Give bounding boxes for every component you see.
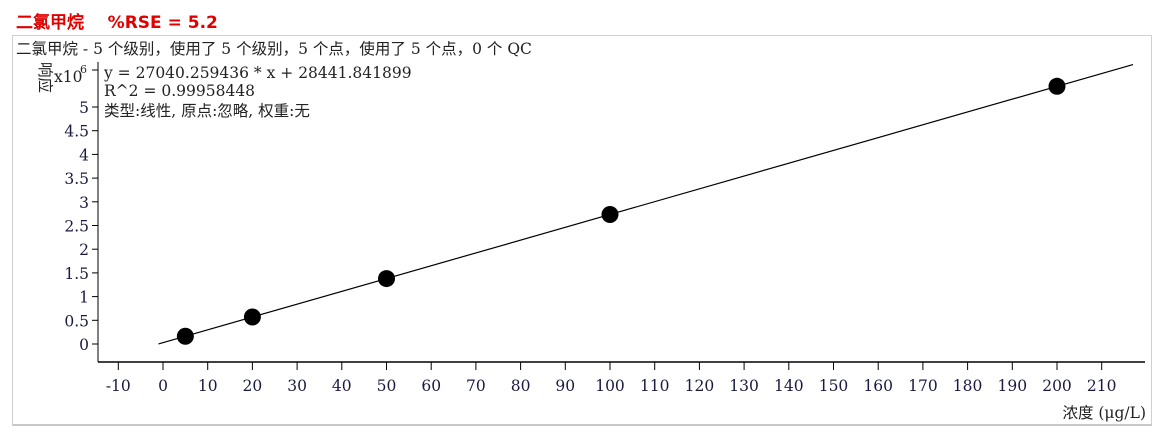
data-point	[1048, 77, 1066, 95]
y-multiplier-exponent: 6	[80, 63, 87, 76]
y-tick-label: 1.5	[64, 265, 89, 283]
x-tick-label: 110	[640, 377, 670, 395]
chart-frame	[12, 35, 1152, 426]
x-tick-label: -10	[106, 377, 131, 395]
x-tick-label: 70	[466, 377, 486, 395]
y-tick-label: 4	[79, 146, 89, 164]
y-tick-label: 1	[79, 289, 89, 307]
x-tick-label: 160	[863, 377, 893, 395]
y-tick-label: 0	[79, 336, 89, 354]
x-tick-label: 170	[908, 377, 938, 395]
x-tick-label: 30	[287, 377, 307, 395]
fit-line	[158, 63, 1134, 345]
x-tick-label: 140	[774, 377, 804, 395]
chart-subtitle: 二氯甲烷 - 5 个级别，使用了 5 个级别，5 个点，使用了 5 个点，0 个…	[16, 40, 532, 58]
y-tick-label: 4.5	[64, 123, 89, 141]
x-tick-label: 60	[421, 377, 441, 395]
x-tick-label: 150	[819, 377, 849, 395]
data-point	[243, 308, 261, 326]
x-tick-label: 120	[685, 377, 715, 395]
fit-info: 类型:线性, 原点:忽略, 权重:无	[104, 102, 310, 120]
y-tick-label: 2.5	[64, 218, 89, 236]
x-tick-label: 210	[1087, 377, 1117, 395]
y-tick-label: 0.5	[64, 312, 89, 330]
y-tick-label: 3.5	[64, 170, 89, 188]
x-tick-label: 10	[198, 377, 218, 395]
fit-equation: y = 27040.259436 * x + 28441.841899	[103, 64, 412, 82]
x-tick-label: 40	[332, 377, 352, 395]
x-tick-label: 90	[555, 377, 575, 395]
x-tick-label: 190	[998, 377, 1028, 395]
x-tick-label: 50	[377, 377, 397, 395]
x-tick-label: 80	[511, 377, 531, 395]
x-tick-label: 200	[1042, 377, 1072, 395]
y-multiplier: x10	[54, 68, 82, 86]
x-tick-label: 20	[243, 377, 263, 395]
data-point	[378, 270, 395, 288]
y-tick-label: 3	[79, 194, 89, 212]
x-tick-label: 130	[729, 377, 759, 395]
data-point	[601, 205, 619, 223]
chart-title: 二氯甲烷 %RSE = 5.2	[16, 13, 218, 33]
x-axis-label: 浓度 (μg/L)	[1062, 404, 1146, 422]
x-tick-label: 100	[595, 377, 625, 395]
r-squared: R^2 = 0.99958448	[104, 82, 255, 100]
y-axis-label: 响应	[36, 62, 55, 93]
x-tick-label: 0	[158, 377, 168, 395]
data-point	[176, 327, 194, 345]
y-tick-label: 5	[79, 99, 89, 117]
y-tick-label: 2	[79, 241, 89, 259]
x-tick-label: 180	[953, 377, 983, 395]
